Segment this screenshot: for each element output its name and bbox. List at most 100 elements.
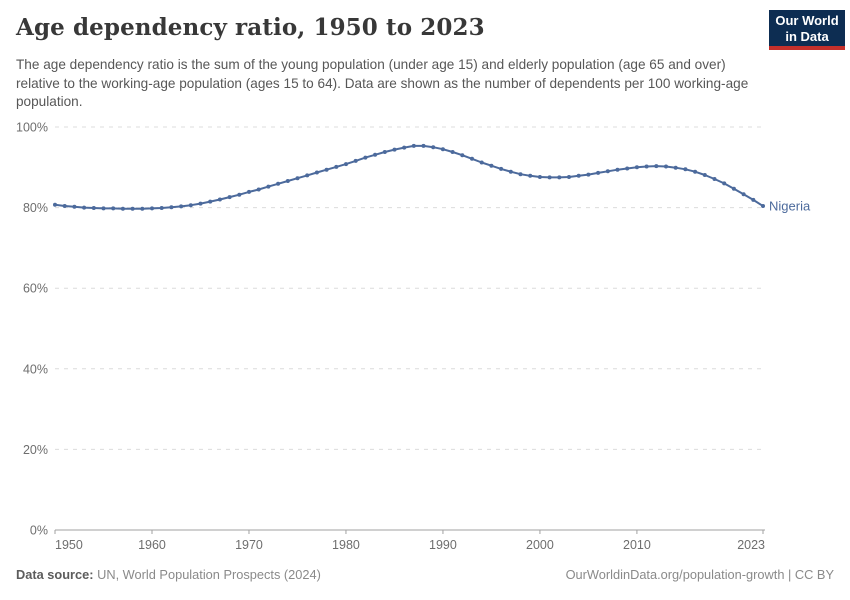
y-axis-label: 0% <box>30 524 48 538</box>
data-point[interactable] <box>440 147 445 152</box>
data-point[interactable] <box>634 165 639 170</box>
y-axis-label: 20% <box>23 443 48 457</box>
data-point[interactable] <box>256 187 261 192</box>
data-point[interactable] <box>499 166 504 171</box>
data-point[interactable] <box>62 204 67 208</box>
data-point[interactable] <box>712 177 717 181</box>
data-point[interactable] <box>188 203 193 208</box>
data-point[interactable] <box>644 164 649 169</box>
data-point[interactable] <box>702 173 707 177</box>
x-axis-label: 1960 <box>138 538 166 552</box>
data-point[interactable] <box>547 175 552 180</box>
data-point[interactable] <box>460 153 465 158</box>
data-point[interactable] <box>382 150 387 154</box>
series-nigeria[interactable]: Nigeria <box>53 143 811 214</box>
data-point[interactable] <box>508 169 513 174</box>
data-point[interactable] <box>654 164 659 169</box>
data-point[interactable] <box>334 164 339 169</box>
series-line[interactable] <box>54 144 764 210</box>
data-point[interactable] <box>101 206 106 211</box>
data-point[interactable] <box>450 150 455 154</box>
data-point[interactable] <box>169 205 174 210</box>
data-point[interactable] <box>179 204 184 209</box>
data-point[interactable] <box>518 172 523 177</box>
x-axis-label: 1990 <box>429 538 457 552</box>
data-point[interactable] <box>344 162 348 167</box>
data-point[interactable] <box>567 175 571 179</box>
data-point[interactable] <box>295 176 300 181</box>
data-point[interactable] <box>625 166 630 171</box>
data-point[interactable] <box>305 173 310 178</box>
data-point[interactable] <box>693 169 698 174</box>
data-point[interactable] <box>314 170 319 175</box>
x-axis-label: 1980 <box>332 538 360 552</box>
data-point[interactable] <box>208 199 213 204</box>
data-point[interactable] <box>489 163 494 168</box>
data-point[interactable] <box>392 147 397 152</box>
chart-subtitle: The age dependency ratio is the sum of t… <box>16 57 749 109</box>
data-point[interactable] <box>91 206 96 210</box>
y-axis-label: 40% <box>23 362 48 376</box>
data-point[interactable] <box>324 167 329 172</box>
data-point[interactable] <box>586 172 591 177</box>
owid-logo-line2: in Data <box>785 29 829 44</box>
y-axis-label: 100% <box>16 121 48 135</box>
credit-link[interactable]: OurWorldinData.org/population-growth | C… <box>565 567 834 582</box>
data-point[interactable] <box>159 206 164 210</box>
x-axis-label: 2023 <box>737 538 765 552</box>
data-point[interactable] <box>140 206 145 211</box>
data-source-label: Data source: <box>16 567 94 582</box>
data-point[interactable] <box>731 186 736 191</box>
y-axis-label: 60% <box>23 282 48 296</box>
data-point[interactable] <box>479 160 484 165</box>
data-point[interactable] <box>353 158 358 163</box>
data-point[interactable] <box>673 165 678 170</box>
data-point[interactable] <box>683 167 688 172</box>
data-point[interactable] <box>72 204 77 209</box>
data-point[interactable] <box>528 173 533 178</box>
data-point[interactable] <box>198 201 203 206</box>
data-point[interactable] <box>402 145 407 150</box>
data-point[interactable] <box>615 167 620 172</box>
data-point[interactable] <box>130 206 135 211</box>
data-point[interactable] <box>285 179 290 183</box>
x-axis-label: 2010 <box>623 538 651 552</box>
data-point[interactable] <box>470 156 474 161</box>
data-point[interactable] <box>741 192 746 197</box>
data-point[interactable] <box>596 170 601 175</box>
data-source: Data source: UN, World Population Prospe… <box>16 567 321 582</box>
data-point[interactable] <box>150 206 154 211</box>
data-point[interactable] <box>761 204 765 208</box>
data-point[interactable] <box>421 143 426 148</box>
data-point[interactable] <box>247 189 251 194</box>
data-point[interactable] <box>722 181 727 186</box>
data-point[interactable] <box>266 184 271 189</box>
data-point[interactable] <box>276 181 281 186</box>
data-point[interactable] <box>664 164 668 169</box>
data-point[interactable] <box>557 175 562 180</box>
data-point[interactable] <box>431 145 436 150</box>
data-point[interactable] <box>53 202 57 207</box>
x-axis-label: 2000 <box>526 538 554 552</box>
owid-logo-line1: Our World <box>775 13 839 28</box>
owid-logo[interactable]: Our World in Data <box>769 10 845 50</box>
data-point[interactable] <box>111 206 116 211</box>
data-point[interactable] <box>227 195 232 200</box>
data-point[interactable] <box>82 205 87 210</box>
data-source-value: UN, World Population Prospects (2024) <box>93 567 321 582</box>
data-point[interactable] <box>363 155 368 160</box>
data-point[interactable] <box>120 206 125 211</box>
x-axis-label: 1950 <box>55 538 83 552</box>
data-point[interactable] <box>576 173 581 178</box>
chart-footer: Data source: UN, World Population Prospe… <box>16 567 834 582</box>
data-point[interactable] <box>217 197 222 202</box>
data-point[interactable] <box>751 197 756 202</box>
series-label-nigeria[interactable]: Nigeria <box>769 198 811 213</box>
data-point[interactable] <box>605 169 610 174</box>
data-point[interactable] <box>237 192 242 197</box>
data-point[interactable] <box>411 143 416 148</box>
data-point[interactable] <box>373 152 378 157</box>
data-point[interactable] <box>537 175 542 179</box>
